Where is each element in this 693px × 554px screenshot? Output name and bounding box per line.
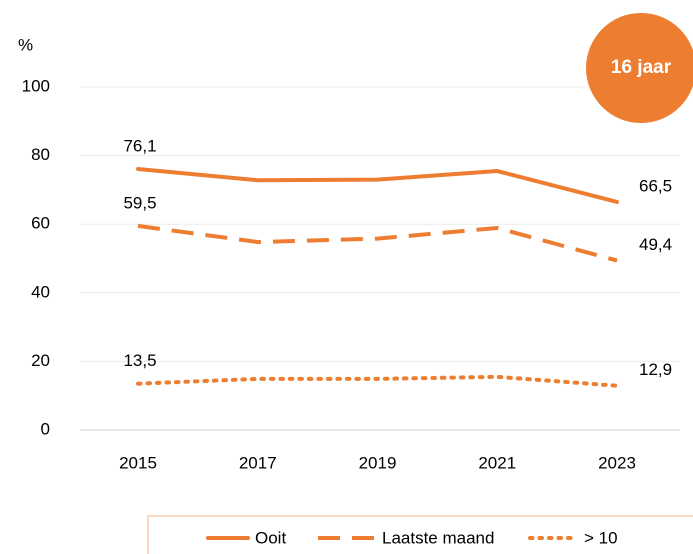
badge-text: 16 jaar [611, 57, 672, 78]
badge [586, 13, 693, 123]
data-label: 76,1 [123, 136, 156, 155]
line-series [137, 223, 618, 263]
x-tick-label: 2015 [119, 453, 157, 472]
y-tick-label: 40 [31, 282, 50, 301]
y-tick-label: 60 [31, 214, 50, 233]
x-tick-label: 2019 [359, 453, 397, 472]
data-label: 49,4 [639, 235, 672, 254]
y-tick-label: 80 [31, 145, 50, 164]
legend-label: Laatste maand [382, 528, 494, 547]
data-label: 13,5 [123, 351, 156, 370]
x-tick-label: 2017 [239, 453, 277, 472]
y-axis-label: % [18, 35, 33, 54]
legend-label: Ooit [255, 528, 286, 547]
line-series [136, 166, 619, 204]
legend-box [147, 515, 693, 554]
x-tick-label: 2021 [478, 453, 516, 472]
data-label: 59,5 [123, 193, 156, 212]
data-label: 66,5 [639, 176, 672, 195]
data-label: 12,9 [639, 360, 672, 379]
y-tick-label: 100 [22, 76, 50, 95]
y-tick-label: 20 [31, 351, 50, 370]
line-series [136, 374, 619, 388]
y-tick-label: 0 [41, 419, 50, 438]
x-tick-label: 2023 [598, 453, 636, 472]
legend-label: > 10 [584, 528, 618, 547]
